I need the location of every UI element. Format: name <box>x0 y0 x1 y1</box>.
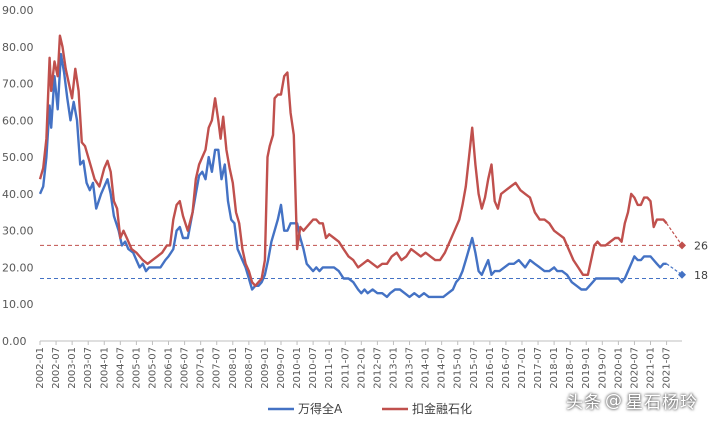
x-tick-label: 2003-01 <box>67 347 78 389</box>
y-tick-label: 40.00 <box>2 188 34 201</box>
x-tick-label: 2019-07 <box>597 347 608 389</box>
y-tick-label: 0.00 <box>2 335 27 348</box>
projection-line <box>666 263 683 276</box>
x-tick-label: 2021-01 <box>646 347 657 389</box>
x-tick-label: 2021-07 <box>662 347 673 389</box>
series-line <box>38 52 667 299</box>
x-tick-label: 2007-01 <box>196 347 207 389</box>
gridlines <box>40 9 682 342</box>
y-axis: 0.00 10.00 20.00 30.00 40.00 50.00 60.00 70.00 8… <box>2 4 34 348</box>
y-tick-label: 90.00 <box>2 4 34 17</box>
x-tick-label: 2014-01 <box>421 347 432 389</box>
watermark: 头条 @ 星石杨玲 <box>566 388 698 414</box>
x-tick-label: 2002-07 <box>51 347 62 389</box>
x-tick-label: 2020-07 <box>629 347 640 389</box>
x-tick-label: 2016-07 <box>501 347 512 389</box>
y-tick-label: 70.00 <box>2 78 34 91</box>
watermark-at: @ <box>605 390 623 411</box>
x-tick-label: 2015-07 <box>469 347 480 389</box>
x-tick-label: 2012-07 <box>372 347 383 389</box>
watermark-author: 星石杨玲 <box>626 393 698 413</box>
x-tick-label: 2018-01 <box>549 347 560 389</box>
x-tick-label: 2011-07 <box>340 347 351 389</box>
x-tick-label: 2006-01 <box>164 347 175 389</box>
end-marker <box>678 241 686 250</box>
x-tick-label: 2010-01 <box>292 347 303 389</box>
y-tick-label: 50.00 <box>2 151 34 164</box>
x-tick-label: 2013-01 <box>388 347 399 389</box>
x-tick-label: 2003-07 <box>83 347 94 389</box>
x-tick-label: 2007-07 <box>212 347 223 389</box>
x-tick-label: 2011-01 <box>324 347 335 389</box>
y-tick-label: 60.00 <box>2 114 34 127</box>
x-tick-label: 2008-07 <box>244 347 255 389</box>
x-tick-label: 2012-01 <box>356 347 367 389</box>
watermark-prefix: 头条 <box>566 393 602 413</box>
x-tick-label: 2020-01 <box>613 347 624 389</box>
end-marker <box>678 270 686 279</box>
x-tick-label: 2004-01 <box>99 347 110 389</box>
reference-lines <box>40 244 678 279</box>
x-tick-label: 2009-01 <box>260 347 271 389</box>
x-tick-label: 2016-01 <box>485 347 496 389</box>
x-tick-label: 2013-07 <box>405 347 416 389</box>
x-tick-label: 2002-01 <box>35 347 46 389</box>
series-lines <box>38 34 683 299</box>
y-tick-label: 30.00 <box>2 225 34 238</box>
x-tick-label: 2018-07 <box>565 347 576 389</box>
x-tick-label: 2005-07 <box>147 347 158 389</box>
x-tick-label: 2019-01 <box>581 347 592 389</box>
x-tick-label: 2008-01 <box>228 347 239 389</box>
projection-line <box>666 222 683 246</box>
y-tick-label: 10.00 <box>2 298 34 311</box>
legend-label: 扣金融石化 <box>412 401 472 416</box>
x-tick-label: 2006-07 <box>180 347 191 389</box>
x-tick-label: 2010-07 <box>308 347 319 389</box>
x-tick-label: 2005-01 <box>131 347 142 389</box>
x-tick-label: 2014-07 <box>437 347 448 389</box>
x-tick-label: 2004-07 <box>115 347 126 389</box>
x-tick-label: 2015-01 <box>453 347 464 389</box>
end-label: 26 <box>694 239 708 252</box>
series-line <box>38 34 668 287</box>
x-tick-label: 2017-07 <box>533 347 544 389</box>
x-axis: 2002-01 2002-07 2003-01 2003-07 2004-01 2004-… <box>35 341 673 389</box>
x-tick-label: 2017-01 <box>517 347 528 389</box>
x-tick-label: 2009-07 <box>276 347 287 389</box>
y-tick-label: 80.00 <box>2 41 34 54</box>
y-tick-label: 20.00 <box>2 261 34 274</box>
end-label: 18 <box>694 269 708 282</box>
legend-label: 万得全A <box>298 401 343 416</box>
legend: 万得全A 扣金融石化 <box>268 401 472 416</box>
